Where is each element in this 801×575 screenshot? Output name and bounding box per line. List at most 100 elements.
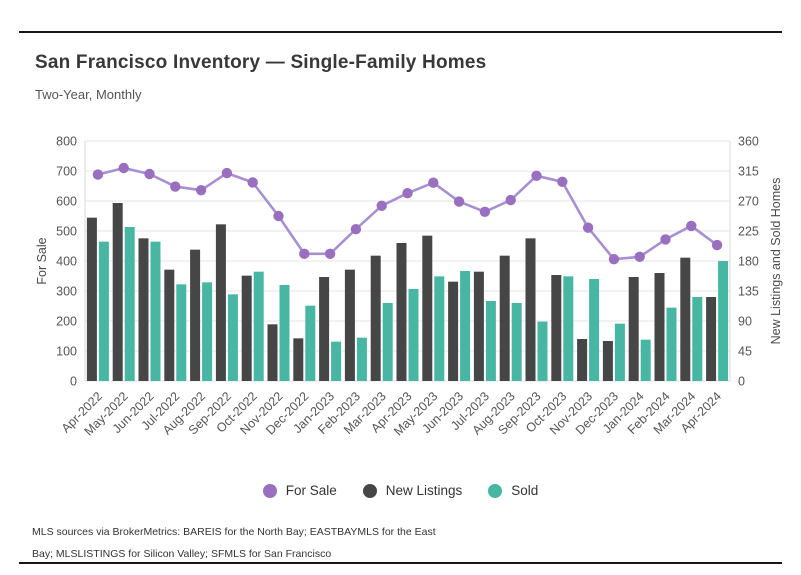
for-sale-point (350, 224, 362, 235)
bar-new-listings (654, 273, 665, 381)
bar-sold (485, 301, 496, 381)
bar-new-listings (577, 339, 588, 381)
for-sale-point (686, 220, 697, 232)
for-sale-point (324, 248, 336, 259)
for-sale-point (428, 177, 439, 188)
for-sale-point (582, 222, 594, 233)
bar-sold (382, 303, 393, 381)
page-subtitle: Two-Year, Monthly (35, 87, 142, 102)
bar-sold (253, 271, 264, 381)
bar-sold (614, 323, 625, 381)
legend-label: Sold (511, 483, 539, 498)
bar-new-listings (628, 277, 639, 381)
bar-new-listings (706, 297, 717, 381)
for-sale-point (711, 239, 723, 251)
bar-new-listings (344, 269, 355, 381)
bar-sold (98, 241, 109, 381)
bar-sold (434, 276, 445, 381)
bar-new-listings (190, 249, 201, 381)
bar-sold (718, 261, 729, 381)
bar-new-listings (293, 338, 304, 381)
right-axis-title: New Listings and Sold Homes (769, 178, 783, 345)
left-axis-tick-label: 600 (56, 195, 77, 209)
bar-new-listings (448, 281, 459, 381)
left-axis-tick-label: 300 (56, 285, 77, 299)
bar-new-listings (422, 235, 433, 381)
legend-item-new-listings: New Listings (362, 483, 462, 498)
bar-new-listings (473, 271, 484, 381)
bar-sold (563, 276, 574, 381)
left-axis-tick-label: 400 (56, 255, 77, 269)
bar-new-listings (241, 275, 252, 381)
bar-sold (202, 282, 213, 381)
for-sale-point (376, 200, 387, 211)
bar-sold (460, 271, 471, 381)
bar-sold (408, 289, 419, 381)
for-sale-point (118, 162, 129, 174)
bar-new-listings (267, 324, 278, 381)
bar-sold (305, 305, 316, 381)
for-sale-point (634, 251, 645, 262)
bar-sold (124, 227, 135, 381)
bar-new-listings (138, 238, 149, 381)
bar-sold (331, 341, 342, 381)
top-rule (19, 31, 782, 33)
bar-new-listings (86, 217, 97, 381)
for-sale-point (92, 169, 104, 180)
for-sale-point (221, 167, 233, 179)
bar-new-listings (680, 257, 691, 381)
right-axis-tick-label: 135 (738, 285, 759, 299)
bar-new-listings (396, 243, 407, 381)
for-sale-point (479, 206, 491, 217)
bar-sold (511, 303, 522, 381)
left-axis-tick-label: 700 (56, 165, 77, 179)
bar-new-listings (499, 255, 510, 381)
right-axis-tick-label: 270 (738, 195, 759, 209)
right-axis-tick-label: 0 (738, 375, 745, 389)
for-sale-point (144, 168, 155, 180)
for-sale-point (608, 254, 620, 265)
bar-sold (640, 339, 651, 381)
for-sale-point (170, 181, 181, 192)
page-title: San Francisco Inventory — Single-Family … (35, 52, 487, 73)
left-axis-tick-label: 200 (56, 315, 77, 329)
for-sale-point (402, 188, 413, 199)
for-sale-point (273, 210, 284, 222)
bar-sold (537, 321, 548, 381)
bar-new-listings (602, 341, 613, 381)
bar-new-listings (370, 255, 381, 381)
legend-label: For Sale (285, 483, 337, 498)
bar-sold (692, 297, 703, 381)
left-axis-tick-label: 500 (56, 225, 77, 239)
for-sale-point (195, 185, 207, 196)
right-axis-tick-label: 45 (738, 345, 752, 359)
bar-new-listings (551, 275, 562, 381)
legend-item-for-sale: For Sale (262, 483, 337, 498)
right-axis-tick-label: 180 (738, 255, 759, 269)
legend-swatch-icon (362, 483, 377, 498)
right-axis-tick-label: 90 (738, 315, 752, 329)
right-axis-tick-label: 315 (738, 165, 759, 179)
for-sale-point (247, 177, 258, 188)
for-sale-point (557, 176, 568, 187)
bar-new-listings (525, 238, 536, 381)
right-axis-tick-label: 360 (738, 135, 759, 149)
for-sale-point (505, 194, 516, 206)
bar-sold (176, 284, 187, 381)
left-axis-tick-label: 100 (56, 345, 77, 359)
bar-new-listings (164, 269, 175, 381)
legend-swatch-icon (262, 483, 277, 498)
bar-sold (227, 294, 238, 381)
left-axis-tick-label: 800 (56, 135, 77, 149)
bar-sold (150, 241, 161, 381)
legend-swatch-icon (488, 483, 503, 498)
bar-sold (279, 285, 290, 381)
bar-sold (589, 279, 600, 381)
for-sale-line (97, 166, 718, 261)
source-note-line1: MLS sources via BrokerMetrics: BAREIS fo… (32, 526, 436, 538)
bar-sold (666, 307, 677, 381)
inventory-chart: 0 0 100 45 200 90 300 135 400 180 500 225 600 270 700 3… (35, 135, 783, 439)
right-axis-tick-label: 225 (738, 225, 759, 239)
for-sale-point (660, 234, 671, 245)
